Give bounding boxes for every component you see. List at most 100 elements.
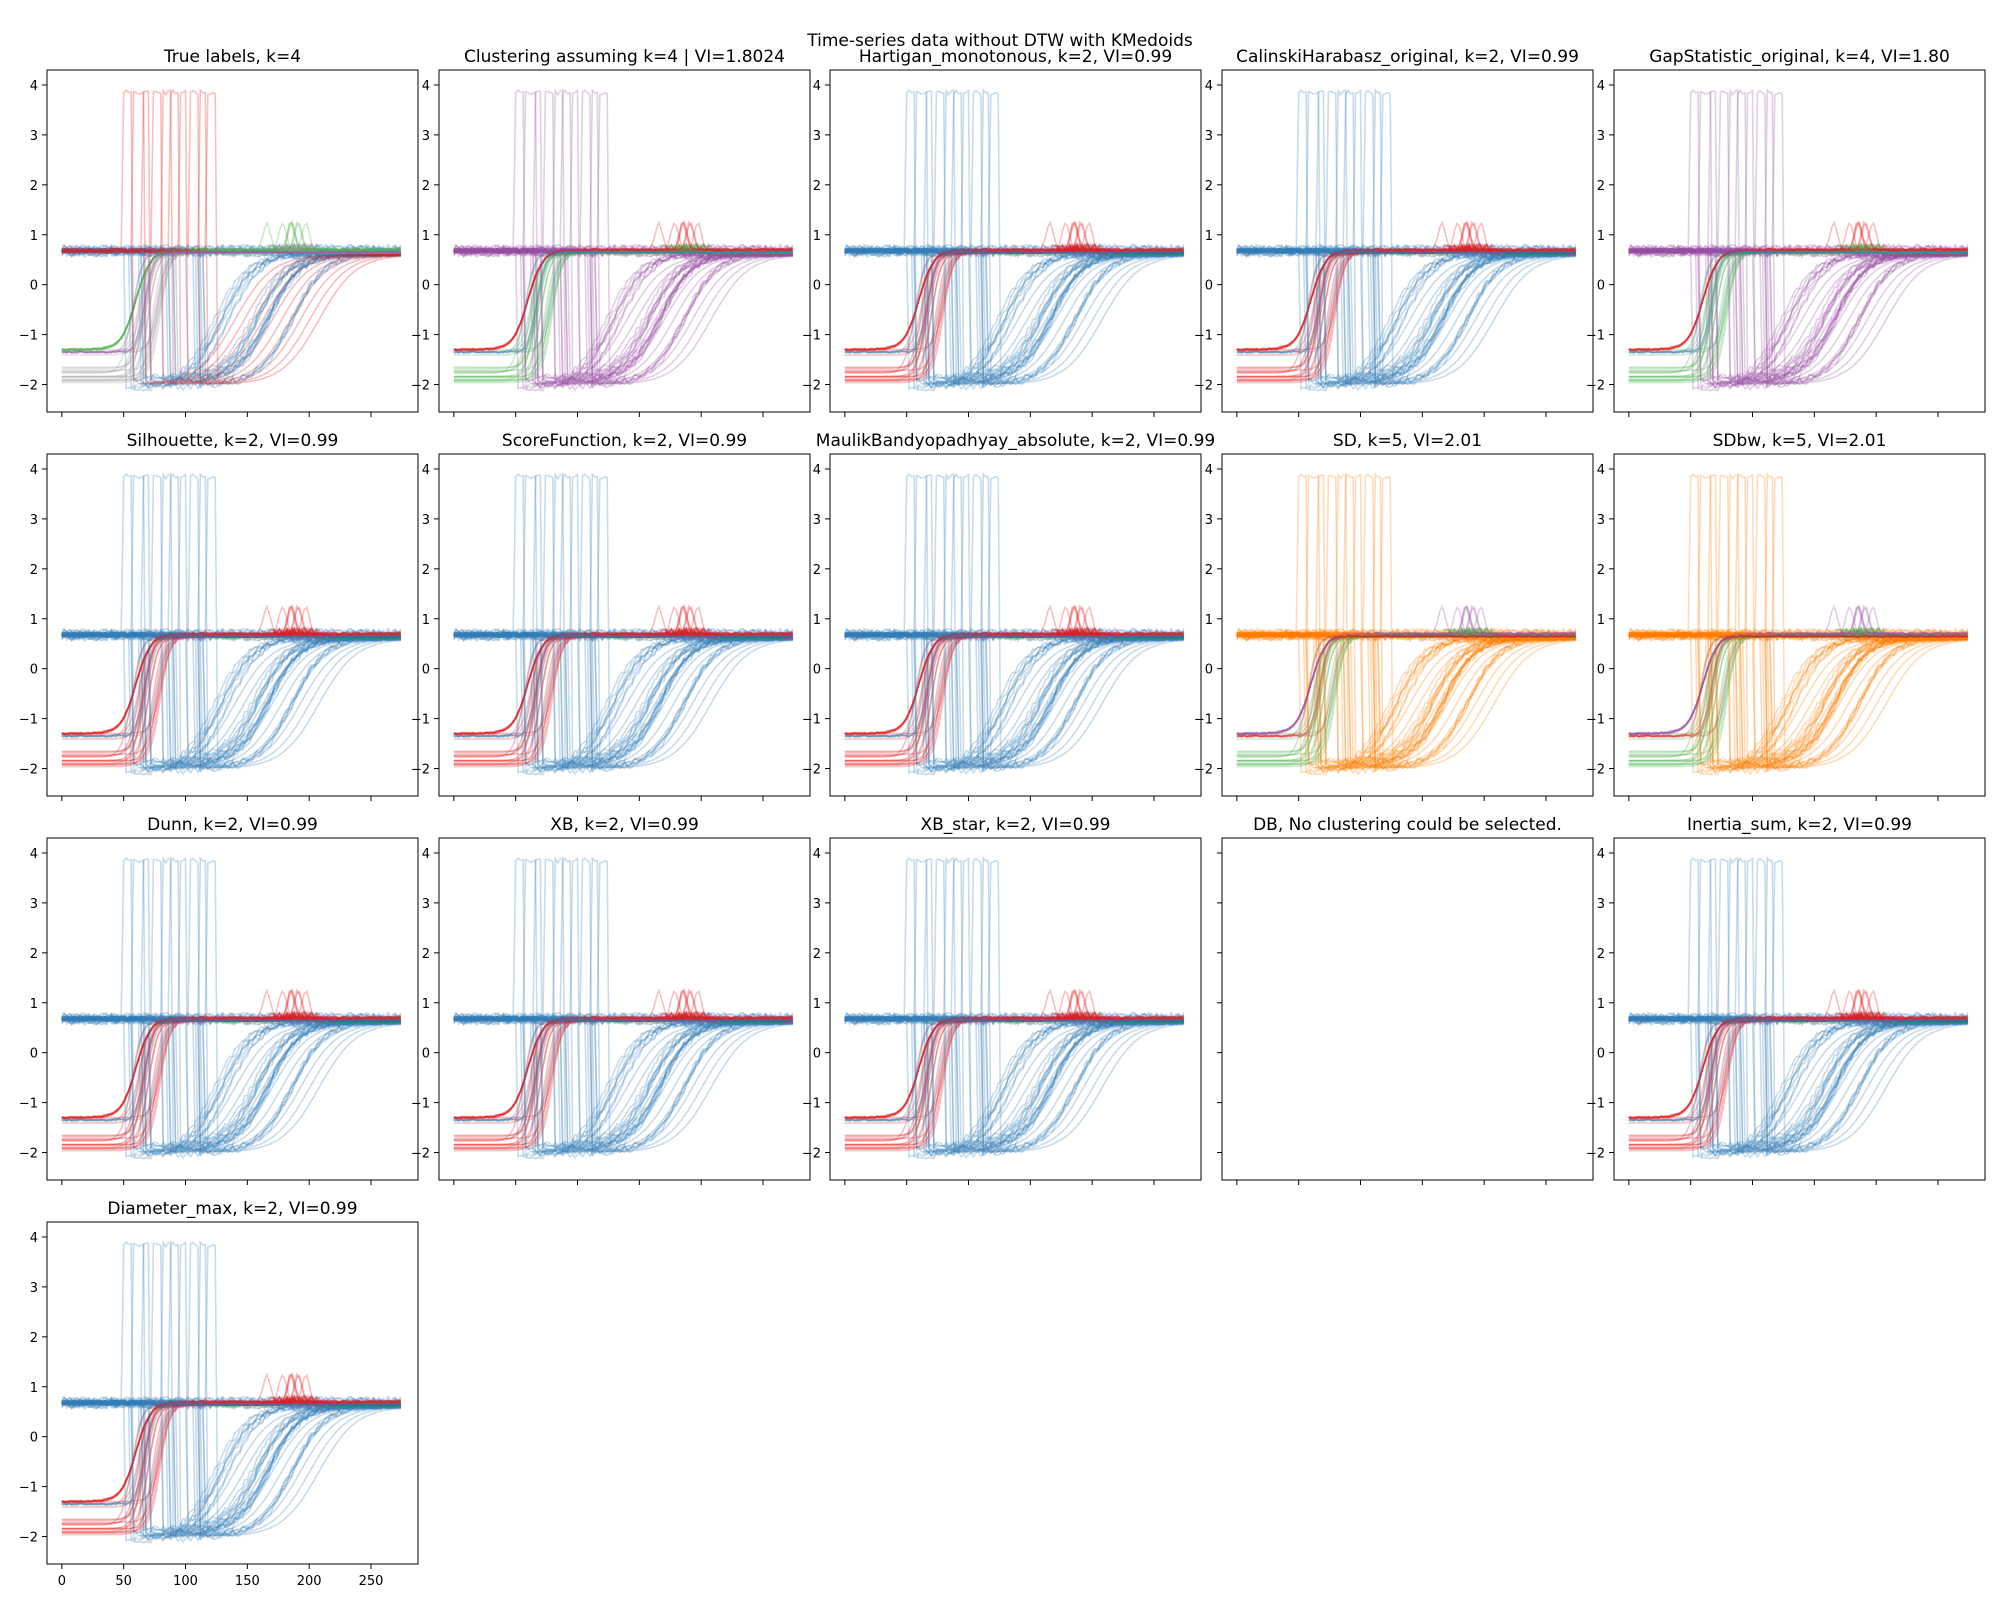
series-line-flat xyxy=(61,248,401,257)
series-line-flat xyxy=(1628,1012,1969,1022)
series-line-flat xyxy=(844,1016,1185,1027)
series-line-extra xyxy=(453,634,793,738)
series-line-early-step xyxy=(1628,242,1968,379)
series-line-bumps xyxy=(844,221,1184,352)
series-line-bumps xyxy=(61,219,402,352)
series-line-late-rise xyxy=(61,1013,402,1154)
series-line-spike xyxy=(1236,91,1576,385)
series-line-flat xyxy=(844,1016,1184,1026)
series-line-spike xyxy=(844,472,1184,769)
series-line-early-step xyxy=(1236,627,1577,735)
series-line-flat xyxy=(61,246,402,256)
series-line-bumps xyxy=(61,1372,401,1504)
series-line-early-step xyxy=(844,627,1184,765)
series-line-flat xyxy=(1236,633,1577,643)
series-line-bumps xyxy=(844,603,1185,736)
y-tick-label: −2 xyxy=(1586,379,1605,394)
series-line-bumps xyxy=(844,988,1184,1120)
x-tick-label: 0 xyxy=(58,1574,66,1589)
series-line-late-rise xyxy=(1628,631,1969,771)
series-line-early-step xyxy=(1236,626,1576,754)
series-line-flat xyxy=(453,626,794,637)
series-line-early-step xyxy=(453,245,793,369)
series-line-early-step xyxy=(844,1012,1185,1149)
series-line-spike xyxy=(453,89,793,385)
series-line-bumps xyxy=(61,220,401,352)
series-line-late-rise xyxy=(61,247,402,382)
series-line-bumps xyxy=(61,606,402,736)
series-line-early-step xyxy=(453,241,794,378)
series-line-bumps xyxy=(453,988,793,1120)
series-line-flat xyxy=(61,1016,402,1027)
series-line-extra xyxy=(1236,634,1577,738)
series-line-late-rise xyxy=(1628,246,1969,381)
series-line-late-rise xyxy=(61,1015,402,1154)
series-line-late-rise xyxy=(61,631,402,765)
series-line-early-step xyxy=(1236,625,1576,762)
y-tick-label: −2 xyxy=(802,1147,821,1162)
y-tick-label: 3 xyxy=(30,897,38,912)
series-line-extra xyxy=(453,1018,793,1122)
series-line-late-rise xyxy=(1236,630,1577,764)
series-line-late-rise xyxy=(844,1013,1184,1153)
series-line-bumps xyxy=(61,604,401,736)
series-line-spike xyxy=(453,475,793,769)
series-line-late-rise xyxy=(1236,629,1577,770)
series-line-spike xyxy=(453,88,793,385)
series-line-spike xyxy=(61,91,401,385)
series-line-flat xyxy=(61,1398,402,1408)
series-line-extra xyxy=(1628,250,1969,354)
series-line-early-step xyxy=(844,241,1184,378)
series-line-extra xyxy=(61,634,401,738)
series-line-early-step xyxy=(61,1011,401,1140)
series-line-spike xyxy=(61,88,401,385)
y-tick-label: −1 xyxy=(1194,713,1213,728)
series-line-flat xyxy=(1628,629,1968,639)
series-line-flat xyxy=(61,244,402,254)
series-line-late-rise xyxy=(1236,631,1576,762)
series-line-late-rise xyxy=(1236,245,1577,386)
series-line-bumps xyxy=(844,987,1185,1120)
series-line-flat xyxy=(453,1011,794,1021)
series-line-extra xyxy=(1628,1018,1968,1122)
series-line-spike xyxy=(1628,858,1968,1153)
series-line-bumps xyxy=(453,221,793,352)
series-line-late-rise xyxy=(1628,631,1969,755)
series-line-flat xyxy=(453,246,794,256)
series-line-late-rise xyxy=(844,1015,1185,1154)
series-line-bumps xyxy=(844,606,1185,736)
series-line-bumps xyxy=(1628,604,1968,736)
series-line-spike xyxy=(61,857,401,1153)
series-line-early-step xyxy=(1628,628,1969,765)
series-line-late-rise xyxy=(453,631,794,765)
series-line-late-rise xyxy=(844,1015,1185,1143)
series-line-late-rise xyxy=(844,631,1184,762)
series-line-late-rise xyxy=(844,246,1185,384)
series-line-flat xyxy=(1628,1017,1968,1027)
series-line-late-rise xyxy=(1628,246,1969,385)
series-line-early-step xyxy=(453,629,793,753)
series-line-spike xyxy=(1236,473,1576,769)
series-line-late-rise xyxy=(61,246,402,384)
series-line-early-step xyxy=(844,1010,1184,1124)
panel-16: Diameter_max, k=2, VI=0.99 −2 −1 0 1 2 3 4 0 50 10… xyxy=(19,1199,419,1589)
series-line-spike xyxy=(61,88,401,385)
series-line-late-rise xyxy=(1628,247,1969,381)
series-line-bumps xyxy=(453,222,794,352)
series-line-late-rise xyxy=(1236,629,1576,769)
series-line-early-step xyxy=(453,1012,793,1146)
series-line-early-step xyxy=(453,627,794,735)
series-line-early-step xyxy=(61,1394,401,1536)
series-line-bumps xyxy=(844,605,1184,736)
series-line-late-rise xyxy=(844,631,1185,766)
series-line-late-rise xyxy=(61,247,402,382)
series-line-late-rise xyxy=(61,1015,402,1157)
series-line-late-rise xyxy=(61,1015,402,1155)
series-line-spike xyxy=(453,474,793,769)
series-line-early-step xyxy=(453,1010,793,1152)
series-line-late-rise xyxy=(453,247,793,389)
series-line-extra xyxy=(1236,250,1576,354)
series-line-bumps xyxy=(844,220,1184,352)
series-line-flat xyxy=(453,1013,793,1023)
